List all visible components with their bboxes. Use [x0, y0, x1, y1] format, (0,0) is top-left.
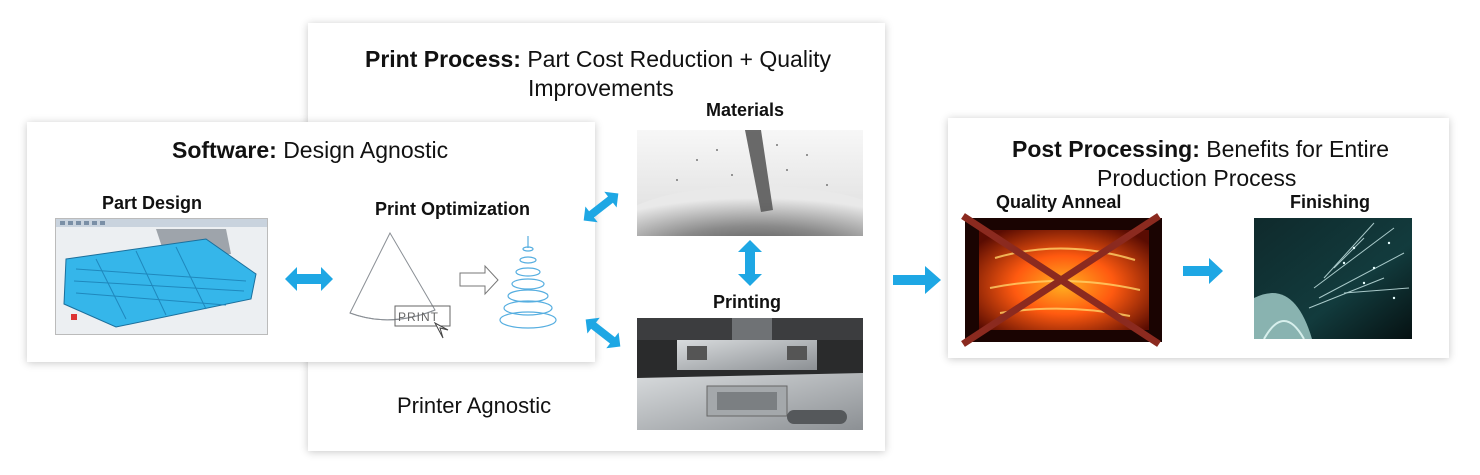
double-arrow-icon	[285, 266, 333, 292]
materials-label: Materials	[706, 100, 785, 120]
right-arrow-icon	[893, 266, 941, 294]
cross-out-icon	[957, 210, 1167, 350]
finishing-image	[1254, 218, 1412, 339]
print-process-title-line2: Improvements	[528, 75, 674, 101]
software-title-bold: Software:	[172, 137, 277, 163]
print-process-title-rest: Part Cost Reduction + Quality	[527, 46, 831, 72]
printing-label: Printing	[713, 292, 781, 312]
part-design-label: Part Design	[102, 193, 203, 213]
part-design-image	[55, 218, 268, 335]
right-arrow-icon	[1183, 258, 1223, 284]
print-button-text: PRINT	[398, 310, 439, 324]
post-processing-title-rest: Benefits for Entire	[1206, 136, 1390, 162]
double-arrow-icon	[581, 315, 625, 351]
printing-image	[637, 318, 863, 430]
software-title: Software: Design Agnostic	[172, 136, 448, 165]
print-process-title: Print Process: Part Cost Reduction + Qua…	[365, 45, 885, 74]
printer-agnostic-text: Printer Agnostic	[397, 393, 552, 418]
post-processing-title-bold: Post Processing:	[1012, 136, 1200, 162]
post-processing-title: Post Processing: Benefits for Entire	[1012, 135, 1389, 164]
print-optimization-label: Print Optimization	[375, 199, 530, 219]
materials-image	[637, 130, 863, 236]
print-process-title-bold: Print Process:	[365, 46, 521, 72]
double-arrow-icon	[580, 190, 622, 224]
print-optimization-image: PRINT	[340, 228, 562, 343]
double-arrow-icon	[738, 240, 762, 286]
post-processing-title-line2: Production Process	[1097, 165, 1297, 191]
software-title-rest: Design Agnostic	[283, 137, 449, 163]
quality-anneal-label: Quality Anneal	[996, 192, 1122, 212]
finishing-label: Finishing	[1290, 192, 1370, 212]
